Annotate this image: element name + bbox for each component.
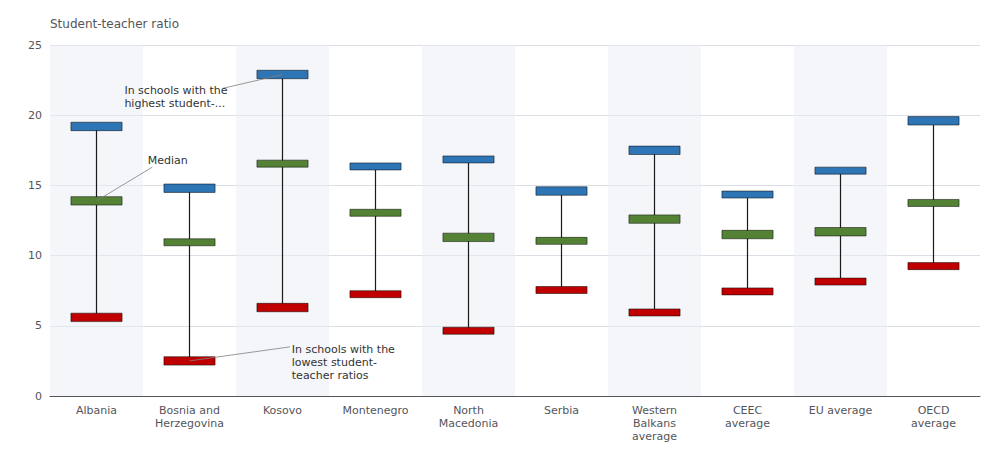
svg-text:Kosovo: Kosovo (263, 404, 302, 417)
svg-text:North: North (453, 404, 484, 417)
svg-text:Balkans: Balkans (633, 417, 676, 430)
svg-text:In schools with the: In schools with the (124, 84, 227, 97)
svg-text:average: average (725, 417, 770, 430)
svg-text:Western: Western (632, 404, 677, 417)
svg-text:5: 5 (35, 319, 42, 332)
svg-text:lowest student-: lowest student- (292, 356, 377, 369)
svg-text:Montenegro: Montenegro (342, 404, 408, 417)
svg-text:0: 0 (35, 390, 42, 403)
svg-text:OECD: OECD (918, 404, 950, 417)
svg-text:Macedonia: Macedonia (439, 417, 499, 430)
svg-text:average: average (911, 417, 956, 430)
svg-text:average: average (632, 430, 677, 443)
svg-text:Median: Median (148, 154, 188, 167)
svg-text:15: 15 (28, 179, 42, 192)
svg-text:Herzegovina: Herzegovina (155, 417, 224, 430)
svg-text:CEEC: CEEC (733, 404, 763, 417)
svg-text:Serbia: Serbia (544, 404, 579, 417)
svg-text:EU average: EU average (809, 404, 873, 417)
svg-text:Student-teacher ratio: Student-teacher ratio (50, 17, 179, 31)
svg-text:highest student-...: highest student-... (124, 97, 225, 110)
svg-text:Bosnia and: Bosnia and (159, 404, 220, 417)
svg-text:teacher ratios: teacher ratios (292, 369, 369, 382)
svg-text:20: 20 (28, 109, 42, 122)
svg-text:In schools with the: In schools with the (292, 343, 395, 356)
svg-text:Albania: Albania (76, 404, 117, 417)
svg-text:10: 10 (28, 249, 42, 262)
svg-text:25: 25 (28, 39, 42, 52)
